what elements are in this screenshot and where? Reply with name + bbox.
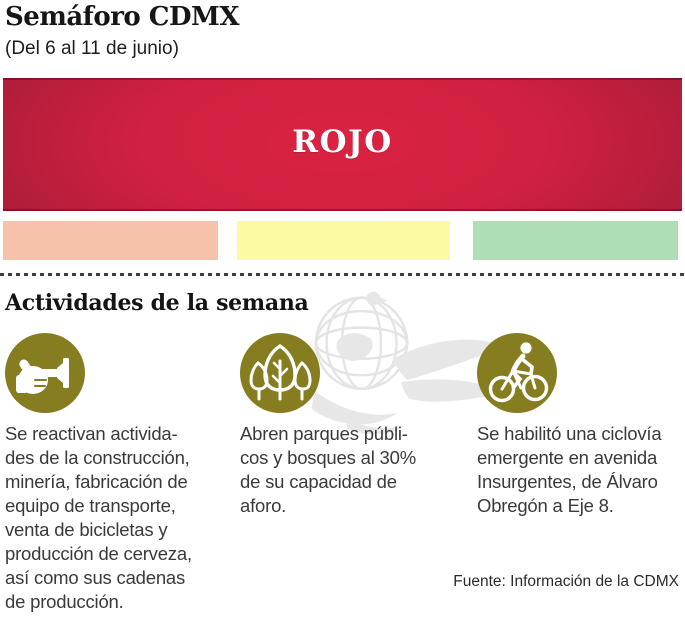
- legend-bar-green: [473, 221, 678, 260]
- activity-text: Se reactivan activida- des de la constru…: [5, 423, 192, 612]
- section-heading: Actividades de la semana: [5, 290, 309, 316]
- park-trees-icon: [240, 333, 320, 413]
- activity-text: Se habilitó una ciclovía emergente en av…: [477, 423, 662, 516]
- activity-item-parques: Abren parques públi- cos y bosques al 30…: [240, 333, 458, 518]
- dotted-separator: [0, 273, 685, 276]
- status-banner: ROJO: [3, 78, 682, 211]
- activity-item-construccion: Se reactivan activida- des de la constru…: [5, 333, 227, 614]
- page-title: Semáforo CDMX: [5, 2, 240, 32]
- legend-bar-orange: [3, 221, 218, 260]
- date-range: (Del 6 al 11 de junio): [5, 38, 179, 59]
- source-credit: Fuente: Información de la CDMX: [453, 573, 679, 590]
- legend-bar-yellow: [237, 221, 450, 260]
- activity-text: Abren parques públi- cos y bosques al 30…: [240, 423, 416, 516]
- status-label: ROJO: [292, 123, 393, 160]
- hand-press-button-icon: [5, 333, 85, 413]
- cyclist-icon: [477, 333, 557, 413]
- activity-item-ciclovia: Se habilitó una ciclovía emergente en av…: [477, 333, 683, 518]
